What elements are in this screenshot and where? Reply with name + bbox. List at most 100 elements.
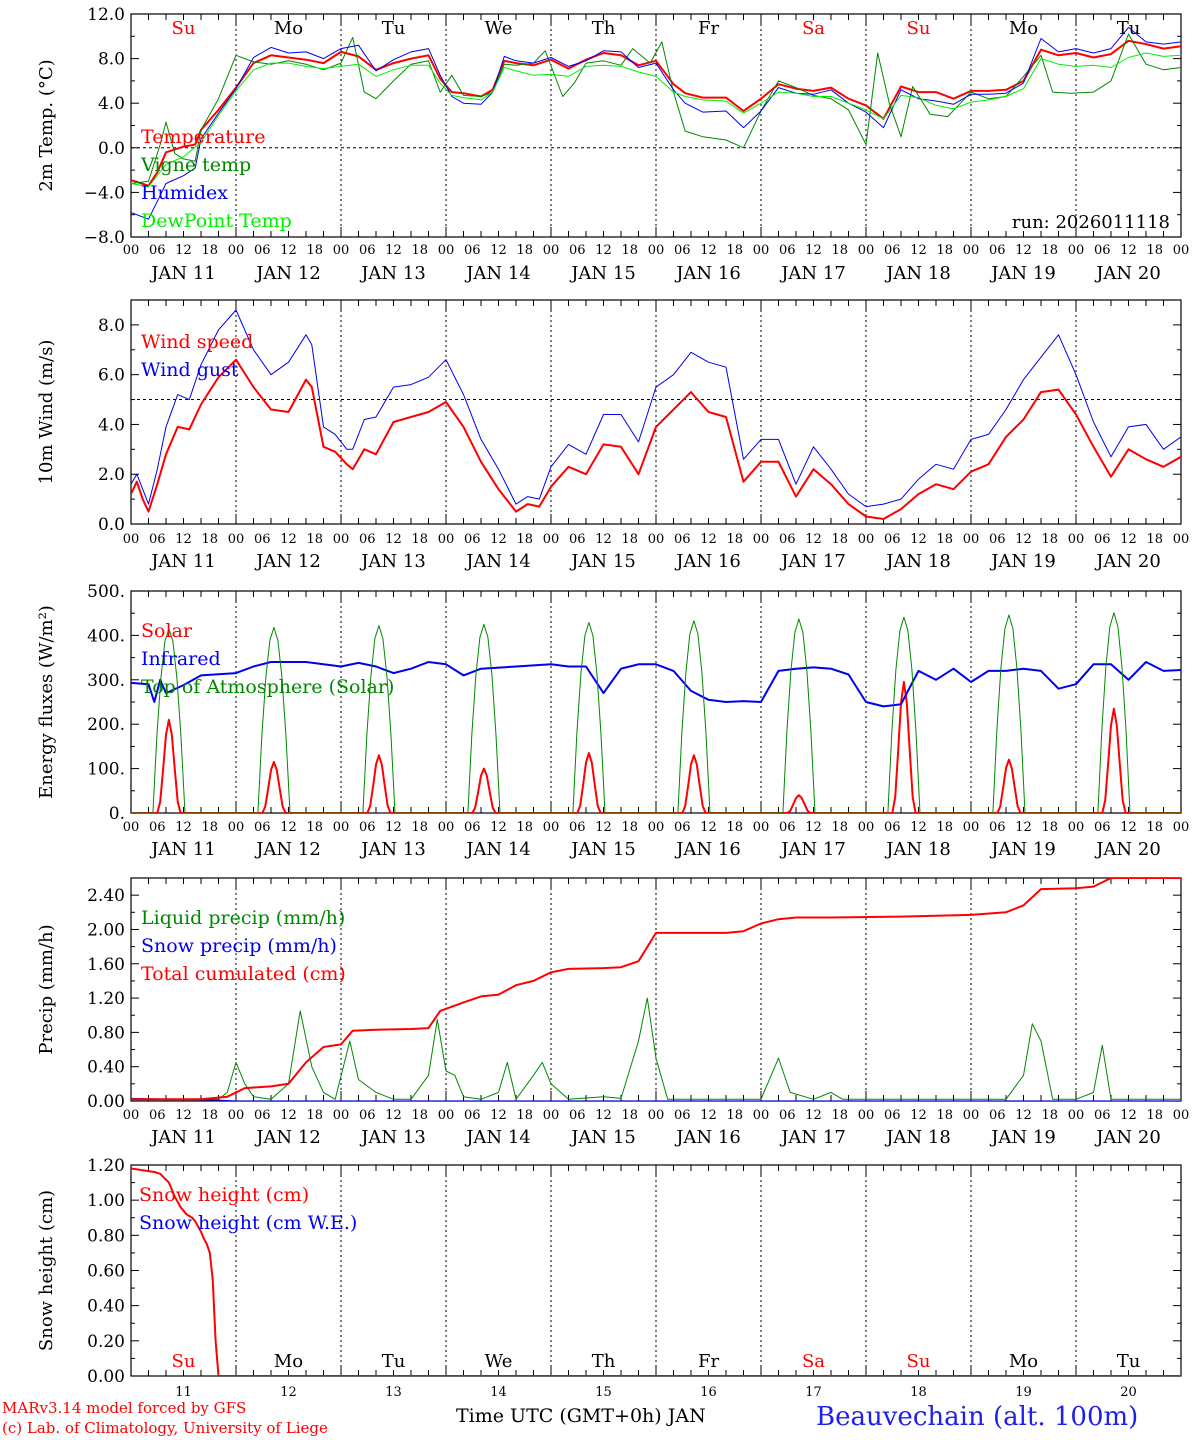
panel-3: 0. 100. 200. 300. 400. 500. Energy fluxes (W/m… bbox=[36, 582, 1189, 860]
hour-tick-label: 06 bbox=[359, 820, 376, 835]
legend-entry: Infrared bbox=[141, 648, 221, 670]
hour-tick-label: 00 bbox=[123, 820, 140, 835]
hour-tick-label: 12 bbox=[1120, 1108, 1137, 1123]
series-line-wind-gust bbox=[131, 309, 1181, 508]
legend-entry: Solar bbox=[141, 620, 193, 642]
y-tick-label: 0.20 bbox=[87, 1332, 125, 1352]
hour-tick-label: 12 bbox=[700, 820, 717, 835]
hour-tick-label: 18 bbox=[831, 532, 848, 547]
hour-tick-label: 06 bbox=[779, 1108, 796, 1123]
legend-entry: Humidex bbox=[141, 182, 228, 204]
hour-tick-label: 18 bbox=[621, 820, 638, 835]
hour-tick-label: 06 bbox=[464, 532, 481, 547]
series-line-infrared bbox=[131, 661, 1181, 708]
hour-tick-label: 06 bbox=[1094, 532, 1111, 547]
weekday-label: Mo bbox=[274, 18, 303, 39]
panel-2: 0.0 2.0 4.0 6.0 8.0 10m Wind (m/s) 00 06 12 18 00 0… bbox=[36, 299, 1189, 572]
date-label: JAN 19 bbox=[989, 551, 1056, 572]
date-label: JAN 18 bbox=[884, 263, 951, 284]
hour-tick-label: 06 bbox=[569, 1108, 586, 1123]
date-label: JAN 14 bbox=[464, 839, 531, 860]
hour-tick-label: 00 bbox=[438, 243, 455, 258]
hour-tick-label: 12 bbox=[1120, 820, 1137, 835]
station-label: Beauvechain (alt. 100m) bbox=[816, 1402, 1139, 1432]
y-tick-label: 0.00 bbox=[87, 1367, 125, 1387]
legend-entry: Snow precip (mm/h) bbox=[141, 935, 337, 957]
hour-tick-label: 12 bbox=[490, 1108, 507, 1123]
hour-tick-label: 12 bbox=[385, 532, 402, 547]
day-number-label: 19 bbox=[1015, 1385, 1032, 1400]
hour-tick-label: 18 bbox=[831, 1108, 848, 1123]
date-label: JAN 18 bbox=[884, 839, 951, 860]
hour-tick-label: 00 bbox=[1173, 243, 1190, 258]
legend-entry: Liquid precip (mm/h) bbox=[141, 907, 345, 929]
series-line-temperature bbox=[131, 39, 1181, 187]
hour-tick-label: 00 bbox=[438, 532, 455, 547]
day-number-label: 13 bbox=[385, 1385, 402, 1400]
hour-tick-label: 00 bbox=[333, 820, 350, 835]
y-tick-label: −8.0 bbox=[84, 228, 125, 248]
hour-tick-label: 00 bbox=[123, 532, 140, 547]
hour-tick-label: 12 bbox=[175, 532, 192, 547]
y-tick-label: 0.60 bbox=[87, 1262, 125, 1282]
hour-tick-label: 06 bbox=[884, 532, 901, 547]
hour-tick-label: 12 bbox=[1015, 1108, 1032, 1123]
legend-entry: Snow height (cm W.E.) bbox=[139, 1212, 357, 1234]
hour-tick-label: 12 bbox=[805, 243, 822, 258]
hour-tick-label: 00 bbox=[648, 243, 665, 258]
weekday-label: Tu bbox=[1117, 18, 1141, 39]
hour-tick-label: 12 bbox=[910, 243, 927, 258]
hour-tick-label: 00 bbox=[753, 820, 770, 835]
hour-tick-label: 12 bbox=[385, 820, 402, 835]
y-tick-label: 4.0 bbox=[98, 94, 125, 114]
y-tick-label: 200. bbox=[87, 715, 125, 735]
hour-tick-label: 06 bbox=[254, 820, 271, 835]
legend-entry: Vigne temp bbox=[140, 154, 251, 176]
series-group bbox=[131, 612, 1181, 813]
hour-tick-label: 06 bbox=[989, 243, 1006, 258]
hour-tick-label: 06 bbox=[674, 243, 691, 258]
date-label: JAN 17 bbox=[779, 263, 846, 284]
date-label: JAN 12 bbox=[254, 839, 321, 860]
hour-tick-label: 00 bbox=[963, 820, 980, 835]
series-group bbox=[131, 309, 1181, 520]
date-label: JAN 12 bbox=[254, 263, 321, 284]
y-tick-label: 6.0 bbox=[98, 366, 125, 386]
hour-tick-label: 18 bbox=[726, 820, 743, 835]
legend-entry: Top of Atmosphere (Solar) bbox=[141, 676, 394, 698]
day-number-label: 18 bbox=[910, 1385, 927, 1400]
hour-tick-label: 00 bbox=[858, 532, 875, 547]
hour-tick-label: 00 bbox=[858, 243, 875, 258]
y-tick-label: 1.20 bbox=[87, 1156, 125, 1176]
weekday-label: Sa bbox=[802, 18, 825, 39]
weekday-label: Su bbox=[172, 18, 196, 39]
model-credit: MARv3.14 model forced by GFS bbox=[2, 1399, 247, 1417]
hour-tick-label: 00 bbox=[543, 532, 560, 547]
y-tick-label: 300. bbox=[87, 671, 125, 691]
hour-tick-label: 12 bbox=[700, 532, 717, 547]
hour-tick-label: 06 bbox=[884, 1108, 901, 1123]
day-number-label: 16 bbox=[700, 1385, 717, 1400]
hour-tick-label: 18 bbox=[1041, 532, 1058, 547]
hour-tick-label: 12 bbox=[1120, 532, 1137, 547]
hour-tick-label: 00 bbox=[753, 243, 770, 258]
date-label: JAN 17 bbox=[779, 551, 846, 572]
date-label: JAN 20 bbox=[1094, 1127, 1161, 1148]
day-number-label: 12 bbox=[280, 1385, 297, 1400]
y-tick-label: 0.80 bbox=[87, 1226, 125, 1246]
hour-tick-label: 12 bbox=[910, 532, 927, 547]
hour-tick-label: 00 bbox=[753, 1108, 770, 1123]
series-line-snow-height-cm- bbox=[131, 1167, 1181, 1376]
hour-tick-label: 18 bbox=[726, 243, 743, 258]
panel-5: 0.00 0.20 0.40 0.60 0.80 1.00 1.20 Snow height … bbox=[36, 1156, 1182, 1400]
series-line-total-cumulated-cm- bbox=[131, 878, 1181, 1101]
y-axis-label: Energy fluxes (W/m²) bbox=[36, 605, 57, 799]
date-label: JAN 18 bbox=[884, 551, 951, 572]
hour-tick-label: 18 bbox=[936, 243, 953, 258]
hour-tick-label: 00 bbox=[963, 1108, 980, 1123]
hour-tick-label: 18 bbox=[1041, 820, 1058, 835]
hour-tick-label: 18 bbox=[201, 532, 218, 547]
y-tick-label: 1.60 bbox=[87, 955, 125, 975]
y-tick-label: 400. bbox=[87, 626, 125, 646]
hour-tick-label: 12 bbox=[280, 243, 297, 258]
